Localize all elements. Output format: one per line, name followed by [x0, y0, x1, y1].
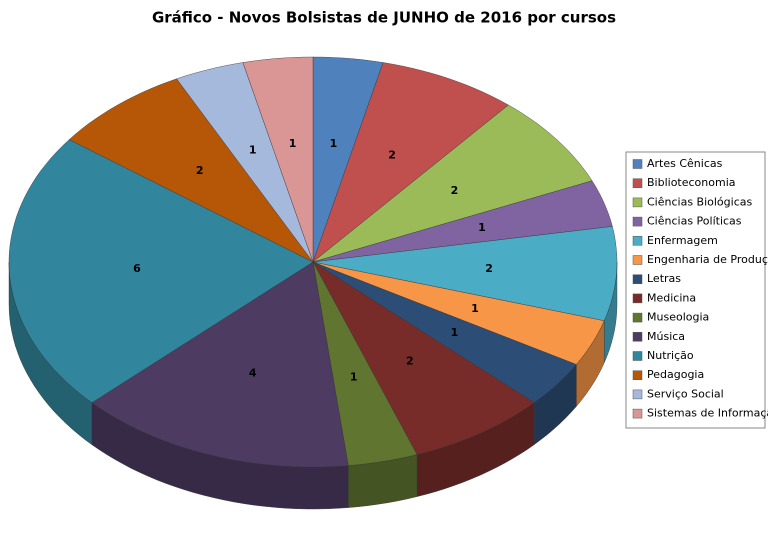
legend-label: Enfermagem [647, 234, 718, 247]
legend-label: Engenharia de Produção [647, 253, 768, 266]
legend-label: Música [647, 330, 685, 343]
slice [312, 261, 605, 365]
legend-label: Artes Cênicas [647, 157, 723, 170]
legend-label: Museologia [647, 311, 709, 324]
slice [176, 62, 314, 263]
data-label: 2 [451, 184, 459, 197]
data-label: 2 [388, 149, 396, 162]
legend-label: Letras [647, 272, 681, 285]
legend-label: Serviço Social [647, 387, 724, 400]
legend-swatch [632, 370, 643, 380]
slice [312, 261, 577, 403]
slice [8, 139, 314, 403]
legend-swatch [632, 178, 643, 188]
legend-swatch [632, 159, 643, 169]
slice [312, 261, 535, 455]
chart-title: Gráfico - Novos Bolsistas de JUNHO de 20… [152, 9, 616, 27]
data-label: 4 [249, 367, 257, 380]
pie-tops [8, 56, 618, 468]
data-label: 1 [249, 143, 257, 156]
legend-swatch [632, 255, 643, 265]
data-label: 1 [471, 302, 479, 315]
legend-label: Biblioteconomia [647, 176, 736, 189]
legend-swatch [632, 408, 643, 419]
legend-swatch [632, 351, 643, 361]
legend-swatch [632, 332, 643, 342]
slice [68, 78, 314, 263]
data-label: 2 [485, 262, 493, 275]
legend-label: Nutrição [647, 349, 694, 362]
slice [312, 62, 509, 263]
slice [312, 261, 418, 466]
legend-label: Medicina [647, 291, 696, 304]
data-label: 1 [478, 221, 486, 234]
data-label: 1 [330, 137, 338, 150]
data-label: 1 [350, 371, 358, 384]
legend-swatch [632, 274, 643, 284]
legend-swatch [632, 216, 643, 227]
legend-swatch [632, 197, 643, 208]
data-label: 2 [406, 354, 414, 367]
legend-swatch [632, 236, 643, 246]
slice [312, 226, 618, 322]
slice [91, 261, 349, 468]
data-label: 1 [289, 137, 297, 150]
legend-label: Ciências Biológicas [647, 195, 752, 208]
legend: Artes Cênicas Biblioteconomia Ciências Bio… [632, 157, 768, 420]
data-label: 6 [133, 262, 141, 275]
slice [242, 56, 314, 263]
data-label: 2 [196, 164, 204, 177]
legend-label: Ciências Políticas [647, 215, 742, 228]
legend-label: Pedagogia [647, 368, 704, 381]
slice [312, 104, 593, 263]
legend-box [625, 151, 766, 429]
legend-swatch [632, 293, 643, 304]
legend-swatch [632, 389, 643, 400]
pie-sides [8, 261, 618, 510]
slice [312, 180, 613, 263]
legend-label: Sistemas de Informação [647, 407, 768, 420]
data-label: 1 [451, 326, 459, 339]
slice [312, 56, 384, 263]
legend-swatch [632, 312, 643, 323]
